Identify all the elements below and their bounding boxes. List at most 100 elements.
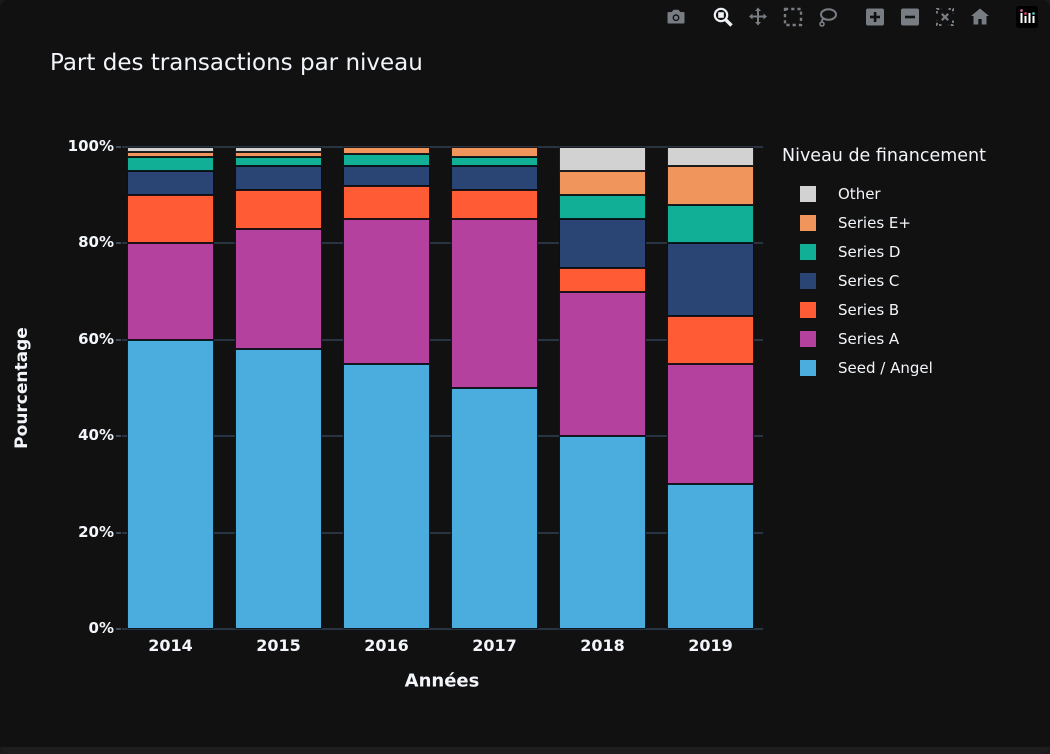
bar-segment-2016-series-c[interactable] [343,166,430,186]
autoscale-icon [935,8,954,26]
zoom-out-button[interactable] [896,5,923,29]
autoscale-button[interactable] [931,5,958,29]
bar-segment-2016-series-d[interactable] [343,154,430,167]
bar-segment-2018-series-a[interactable] [559,291,646,437]
pan-icon [748,7,767,26]
box-select-icon [783,7,802,27]
bar-segment-2018-series-b[interactable] [559,267,646,292]
y-tick-mark [116,338,121,341]
legend-swatch-series-d [800,243,816,260]
gridline-0% [122,628,763,630]
bar-segment-2016-series-b[interactable] [343,185,430,220]
bar-segment-2014-series-c[interactable] [127,171,214,196]
legend-swatch-series-a [800,330,816,347]
bar-segment-2014-series-b[interactable] [127,195,214,244]
legend-swatch-seed-angel [800,359,816,376]
modebar-group [1013,5,1040,29]
x-tick-label-2018: 2018 [580,636,625,655]
y-tick-mark [116,435,121,438]
bar-segment-2014-other[interactable] [127,147,214,152]
legend-item-series-a[interactable]: Series A [782,324,1044,353]
legend-item-series-c[interactable]: Series C [782,266,1044,295]
bar-segment-2019-seed-angel[interactable] [667,484,754,629]
home-icon [970,8,989,25]
gridline-80% [122,242,763,245]
bar-segment-2014-series-a[interactable] [127,243,214,340]
x-tick-label-2019: 2019 [688,636,733,655]
modebar-group [861,5,993,29]
bar-segment-2018-series-e[interactable] [559,171,646,196]
legend-swatch-series-b [800,301,816,318]
y-tick-mark [116,146,121,148]
bar-segment-2016-series-e[interactable] [343,147,430,155]
legend-item-other[interactable]: Other [782,179,1044,208]
plotly-logo-button[interactable] [1013,5,1040,29]
bar-segment-2015-series-a[interactable] [235,228,322,350]
bar-segment-2015-series-e[interactable] [235,151,322,157]
bar-segment-2018-series-d[interactable] [559,195,646,220]
bar-segment-2015-series-c[interactable] [235,166,322,191]
bar-segment-2019-series-a[interactable] [667,363,754,485]
bar-segment-2016-series-a[interactable] [343,219,430,364]
y-tick-mark [116,242,121,245]
bar-segment-2017-series-d[interactable] [451,156,538,167]
legend-label: Other [838,184,881,203]
bar-segment-2019-series-b[interactable] [667,315,754,364]
pan-button[interactable] [744,5,771,29]
bar-segment-2018-series-c[interactable] [559,219,646,268]
legend-item-series-e[interactable]: Series E+ [782,208,1044,237]
plot-area: 0% 20% 40% 60% 80% 100% 2014 2015 2016 2017 2018 20… [68,137,763,655]
gridline-100% [122,146,763,148]
lasso-select-button[interactable] [814,5,841,29]
bar-segment-2019-series-d[interactable] [667,204,754,244]
bar-segment-2014-series-e[interactable] [127,151,214,157]
gridline-40% [122,435,763,438]
bar-segment-2015-series-d[interactable] [235,156,322,167]
bar-segment-2017-series-b[interactable] [451,190,538,220]
lasso-select-icon [818,8,837,27]
legend-item-series-d[interactable]: Series D [782,237,1044,266]
bar-segment-2016-seed-angel[interactable] [343,363,430,629]
bar-segment-2017-series-c[interactable] [451,166,538,191]
zoom-in-button[interactable] [861,5,888,29]
camera-button[interactable] [662,5,689,29]
legend-items: Other Series E+ Series D Series C Series B Se… [782,179,1044,382]
bar-segment-2015-other[interactable] [235,147,322,152]
y-tick-mark [116,531,121,534]
modebar-group [709,5,841,29]
bar-segment-2018-seed-angel[interactable] [559,436,646,629]
bar-segment-2019-series-e[interactable] [667,166,754,205]
zoom-button[interactable] [709,5,736,29]
bar-segment-2014-series-d[interactable] [127,156,214,172]
bar-segment-2017-series-a[interactable] [451,219,538,388]
bar-segment-2015-series-b[interactable] [235,190,322,229]
bar-segment-2018-other[interactable] [559,147,646,172]
home-button[interactable] [966,5,993,29]
legend-label: Series C [838,271,900,290]
x-tick-label-2014: 2014 [148,636,193,655]
x-tick-label-2017: 2017 [472,636,517,655]
bar-segment-2017-series-e[interactable] [451,147,538,157]
y-tick-label: 100% [67,137,114,155]
legend-swatch-series-c [800,272,816,289]
plotly-modebar [642,5,1040,29]
y-tick-label: 60% [78,329,114,348]
zoom-in-icon [865,8,884,26]
bar-segment-2014-seed-angel[interactable] [127,339,214,629]
chart-title: Part des transactions par niveau [50,50,423,76]
y-tick-label: 80% [78,233,114,252]
bar-segment-2017-seed-angel[interactable] [451,388,538,629]
legend: Niveau de financement Other Series E+ Seri… [782,146,1044,382]
box-select-button[interactable] [779,5,806,29]
legend-item-seed-angel[interactable]: Seed / Angel [782,353,1044,382]
bar-segment-2015-seed-angel[interactable] [235,349,322,629]
bar-segment-2019-series-c[interactable] [667,243,754,316]
zoom-out-icon [900,8,919,26]
legend-swatch-other [800,185,816,202]
legend-item-series-b[interactable]: Series B [782,295,1044,324]
y-tick-mark [116,628,121,630]
plotly-logo-icon [1015,6,1038,28]
bar-segment-2019-other[interactable] [667,147,754,167]
legend-label: Series E+ [838,213,911,232]
legend-label: Seed / Angel [838,358,933,377]
